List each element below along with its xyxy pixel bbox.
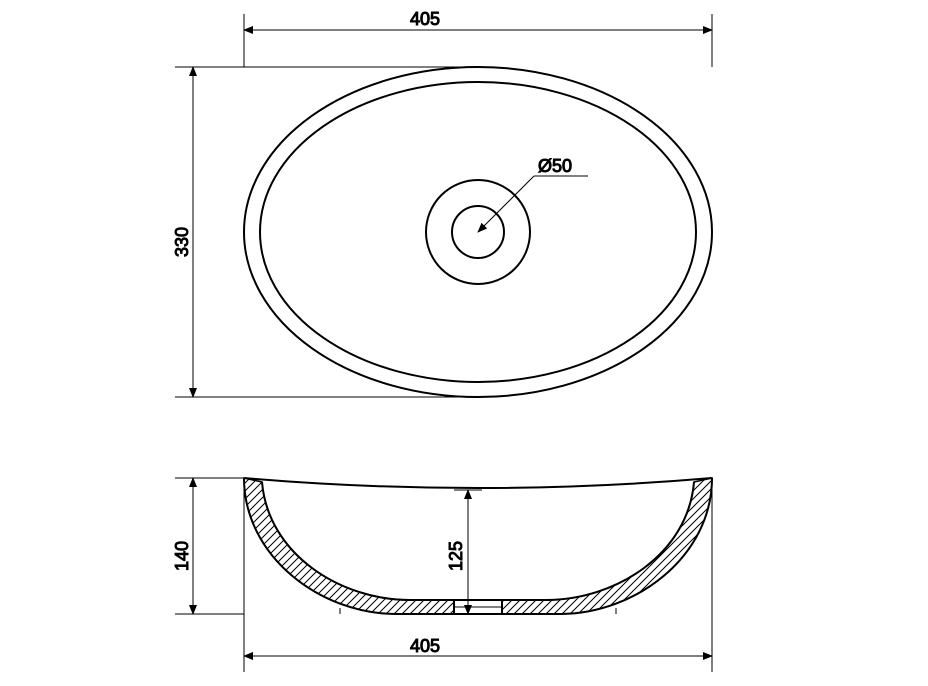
section-view [244,478,712,614]
wall-hatch-right [502,478,712,614]
dim-depth-125: 125 [446,541,466,571]
bowl-outer-outline [244,478,712,614]
wall-hatch-left [244,478,454,614]
dim-height-140: 140 [172,541,192,571]
bowl-rim-top [244,478,712,488]
dim-width-bottom: 405 [410,636,440,656]
dim-width-top: 405 [410,9,440,29]
dimensions: 405 330 Ø50 140 125 405 [172,9,712,672]
dim-height-330: 330 [172,227,192,257]
dim-drain-diameter: Ø50 [538,156,572,176]
engineering-drawing: 405 330 Ø50 140 125 405 [0,0,928,686]
